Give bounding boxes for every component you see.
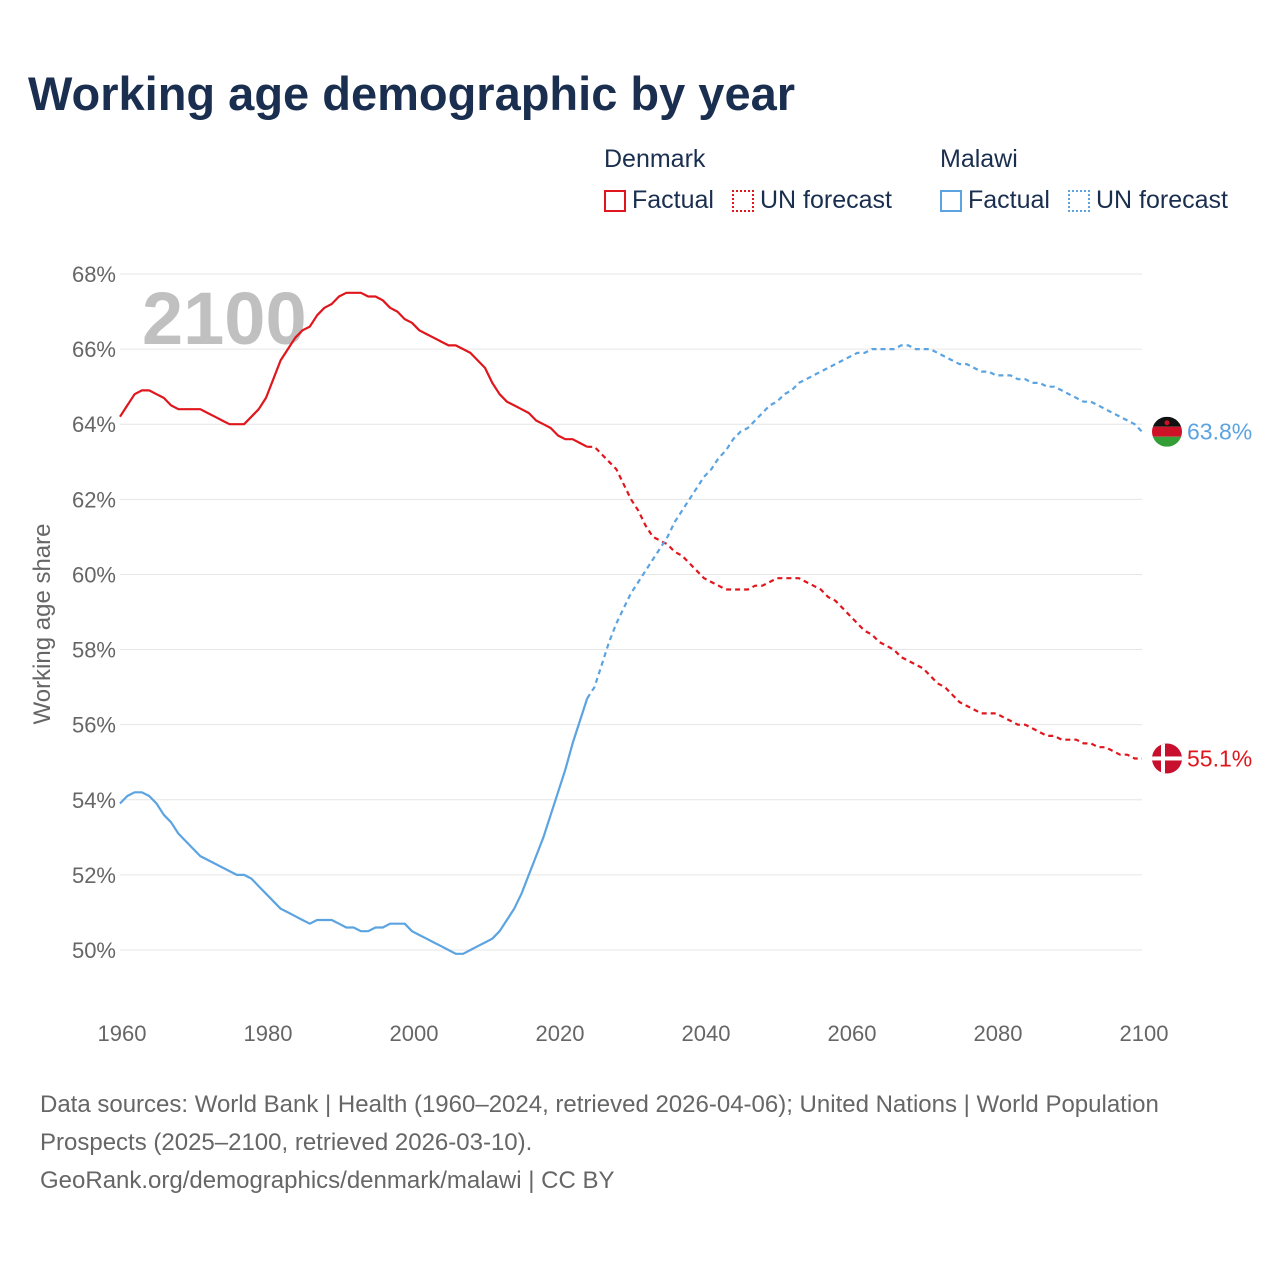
legend-swatch-dotted	[731, 189, 754, 212]
y-tick-label: 66%	[72, 337, 116, 362]
y-tick-label: 68%	[72, 262, 116, 287]
end-value-label-denmark: 55.1%	[1187, 745, 1252, 771]
legend-group-malawi: Malawi Factual UN forecast	[940, 145, 1228, 215]
series-lines	[119, 291, 1143, 955]
footer: Data sources: World Bank | Health (1960–…	[40, 1086, 1240, 1200]
y-tick-label: 62%	[72, 487, 116, 512]
series-line-denmark-forecast[interactable]	[587, 445, 1142, 760]
malawi-flag-icon	[1152, 416, 1182, 447]
legend-swatch-dotted	[1067, 189, 1090, 212]
y-axis-label: Working age share	[29, 524, 56, 725]
line-chart: 2100 50% 52% 54% 56% 58% 60% 62% 64% 66% 68% 1960…	[29, 262, 1252, 1046]
y-tick-label: 52%	[72, 863, 116, 888]
series-line-malawi-forecast[interactable]	[586, 344, 1143, 699]
y-tick-label: 50%	[72, 938, 116, 963]
series-line-malawi-factual[interactable]	[119, 698, 589, 955]
data-sources: Data sources: World Bank | Health (1960–…	[40, 1091, 1159, 1156]
legend-swatch-solid	[940, 189, 962, 212]
x-tick-label: 2080	[974, 1021, 1023, 1046]
series-line-denmark-factual[interactable]	[119, 291, 588, 448]
end-markers: 55.1% 63.8%	[1152, 416, 1252, 774]
legend-group-denmark: Denmark Factual UN forecast	[604, 145, 892, 215]
y-axis-ticks: 50% 52% 54% 56% 58% 60% 62% 64% 66% 68%	[72, 262, 116, 963]
x-tick-label: 1980	[244, 1021, 293, 1046]
legend-label: UN forecast	[1095, 186, 1228, 214]
year-watermark: 2100	[142, 277, 307, 360]
y-tick-label: 60%	[72, 562, 116, 587]
y-tick-label: 58%	[72, 638, 116, 663]
legend-label: UN forecast	[759, 186, 892, 214]
x-tick-label: 2100	[1120, 1021, 1169, 1046]
x-axis-ticks: 1960 1980 2000 2020 2040 2060 2080 2100	[98, 1021, 1169, 1046]
x-tick-label: 2000	[390, 1021, 439, 1046]
legend-item-malawi-factual[interactable]: Factual	[940, 186, 1050, 215]
page-title: Working age demographic by year	[28, 67, 796, 120]
source-link[interactable]: GeoRank.org/demographics/denmark/malawi …	[40, 1167, 615, 1194]
legend-label: Factual	[968, 186, 1050, 214]
x-tick-label: 2060	[828, 1021, 877, 1046]
y-tick-label: 56%	[72, 713, 116, 738]
legend-item-denmark-factual[interactable]: Factual	[604, 186, 714, 215]
end-value-label-malawi: 63.8%	[1187, 419, 1252, 445]
gridlines	[120, 273, 1142, 951]
x-tick-label: 2020	[536, 1021, 585, 1046]
legend-swatch-solid	[604, 189, 626, 212]
denmark-flag-icon	[1152, 743, 1182, 774]
x-tick-label: 1960	[98, 1021, 147, 1046]
legend-item-malawi-forecast[interactable]: UN forecast	[1067, 186, 1228, 215]
y-tick-label: 54%	[72, 788, 116, 813]
legend-label: Factual	[632, 186, 714, 214]
legend-item-denmark-forecast[interactable]: UN forecast	[731, 186, 892, 215]
y-tick-label: 64%	[72, 412, 116, 437]
legend-group-name: Denmark	[604, 145, 706, 173]
x-tick-label: 2040	[682, 1021, 731, 1046]
legend-group-name: Malawi	[940, 145, 1018, 173]
